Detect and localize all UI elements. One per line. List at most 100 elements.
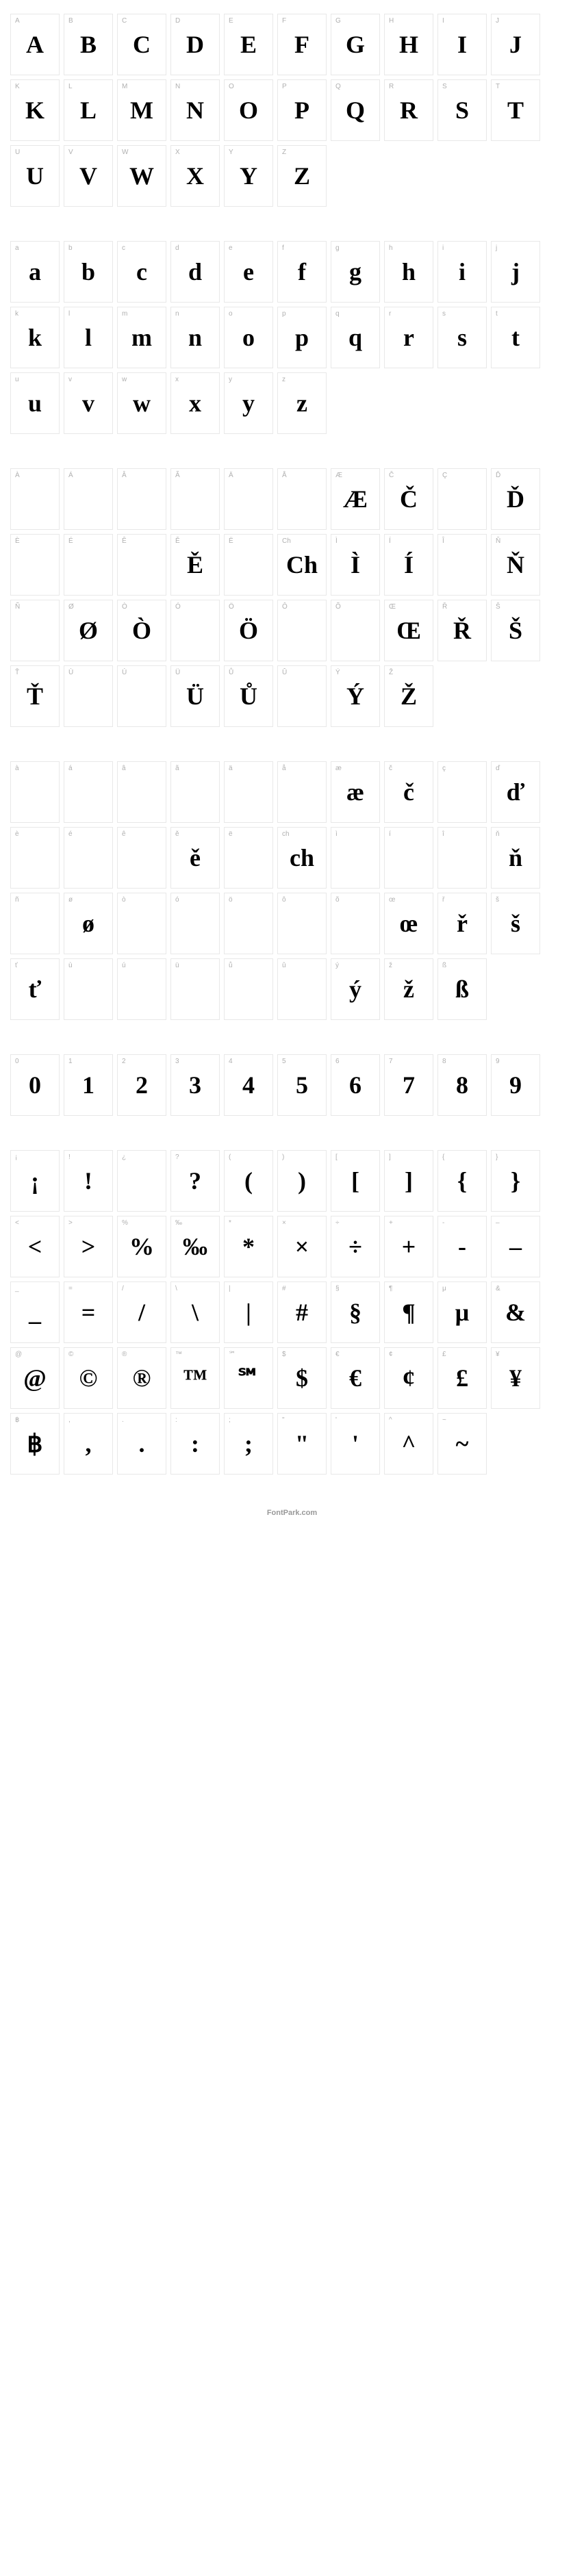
glyph-label: W: [122, 149, 128, 156]
glyph-label: P: [282, 83, 287, 90]
glyph-label: (: [229, 1153, 231, 1161]
glyph-cell: Ç: [437, 468, 487, 530]
glyph-cell: čč: [384, 761, 433, 823]
glyph-cell: "": [277, 1413, 327, 1475]
glyph-cell: FF: [277, 14, 327, 75]
glyph-label: ÷: [335, 1219, 340, 1227]
glyph-label: -: [442, 1219, 444, 1227]
glyph-label: ž: [389, 962, 392, 969]
glyph-display: (: [244, 1169, 253, 1193]
glyph-display: ž: [403, 977, 414, 1002]
glyph-cell: ČČ: [384, 468, 433, 530]
glyph-display: 4: [242, 1073, 255, 1097]
glyph-label: =: [68, 1285, 73, 1292]
glyph-cell: ù: [64, 958, 113, 1020]
glyph-display: Š: [509, 618, 522, 643]
glyph-display: j: [511, 259, 520, 284]
glyph-cell: í: [384, 827, 433, 889]
glyph-label: 9: [496, 1058, 500, 1065]
glyph-display: ฿: [27, 1431, 43, 1456]
glyph-cell: ĎĎ: [491, 468, 540, 530]
glyph-cell: ::: [170, 1413, 220, 1475]
glyph-cell: ;;: [224, 1413, 273, 1475]
glyph-display: [: [351, 1169, 359, 1193]
glyph-display: 2: [136, 1073, 148, 1097]
glyph-cell: >>: [64, 1216, 113, 1277]
glyph-display: #: [296, 1300, 308, 1325]
glyph-cell: ç: [437, 761, 487, 823]
glyph-cell: á: [64, 761, 113, 823]
glyph-label: X: [175, 149, 180, 156]
glyph-label: Ì: [335, 537, 338, 545]
glyph-cell: ~~: [437, 1413, 487, 1475]
glyph-cell: €€: [331, 1347, 380, 1409]
section-lower-accented: à á â ã ä å ææččç ďďè é ê ěěë chchì í î …: [10, 761, 574, 1020]
glyph-label: é: [68, 830, 73, 838]
glyph-label: t: [496, 310, 498, 318]
glyph-label: ě: [175, 830, 179, 838]
glyph-display: $: [296, 1366, 308, 1390]
glyph-label: O: [229, 83, 234, 90]
glyph-label: n: [175, 310, 179, 318]
glyph-cell: yy: [224, 372, 273, 434]
glyph-label: m: [122, 310, 127, 318]
glyph-label: ã: [175, 765, 179, 772]
glyph-display: !: [84, 1169, 92, 1193]
glyph-label: Ø: [68, 603, 74, 611]
glyph-label: ©: [68, 1351, 73, 1358]
glyph-cell: õ: [331, 893, 380, 954]
glyph-display: d: [188, 259, 202, 284]
glyph-label: J: [496, 17, 499, 25]
glyph-label: N: [175, 83, 180, 90]
glyph-cell: pp: [277, 307, 327, 368]
glyph-label: <: [15, 1219, 19, 1227]
glyph-display: Ů: [240, 684, 257, 709]
glyph-label: #: [282, 1285, 286, 1292]
glyph-label: Å: [282, 472, 287, 479]
glyph-label: V: [68, 149, 73, 156]
glyph-label: μ: [442, 1285, 446, 1292]
glyph-label: T: [496, 83, 500, 90]
glyph-label: E: [229, 17, 233, 25]
glyph-cell: ĚĚ: [170, 534, 220, 596]
glyph-cell: UU: [10, 145, 60, 207]
glyph-display: £: [456, 1366, 468, 1390]
glyph-label: í: [389, 830, 391, 838]
glyph-label: ñ: [15, 896, 19, 904]
glyph-display: D: [186, 32, 204, 57]
glyph-cell: HH: [384, 14, 433, 75]
glyph-cell: Å: [277, 468, 327, 530]
glyph-cell: ¢¢: [384, 1347, 433, 1409]
glyph-label: Ě: [175, 537, 180, 545]
glyph-cell: μμ: [437, 1281, 487, 1343]
glyph-label: ¢: [389, 1351, 393, 1358]
glyph-label: Ň: [496, 537, 500, 545]
glyph-cell: ďď: [491, 761, 540, 823]
glyph-label: ì: [335, 830, 338, 838]
glyph-cell: Á: [64, 468, 113, 530]
glyph-display: Ď: [507, 487, 524, 511]
glyph-label: È: [15, 537, 20, 545]
glyph-cell: TT: [491, 79, 540, 141]
glyph-display: ®: [133, 1366, 151, 1390]
glyph-display: *: [242, 1234, 255, 1259]
glyph-label: ò: [122, 896, 126, 904]
glyph-cell: xx: [170, 372, 220, 434]
glyph-label: Ú: [122, 669, 127, 676]
glyph-display: +: [402, 1234, 416, 1259]
glyph-cell: RR: [384, 79, 433, 141]
glyph-label: U: [15, 149, 20, 156]
glyph-label: Â: [122, 472, 127, 479]
glyph-display: \: [192, 1300, 199, 1325]
glyph-label: Ù: [68, 669, 73, 676]
glyph-label: ¿: [122, 1153, 126, 1161]
glyph-label: Č: [389, 472, 394, 479]
glyph-cell: nn: [170, 307, 220, 368]
glyph-display: W: [129, 164, 154, 188]
glyph-label: 1: [68, 1058, 73, 1065]
glyph-cell: ,,: [64, 1413, 113, 1475]
glyph-display: Ě: [187, 552, 203, 577]
glyph-label: č: [389, 765, 392, 772]
glyph-cell: ô: [277, 893, 327, 954]
glyph-cell: ýý: [331, 958, 380, 1020]
